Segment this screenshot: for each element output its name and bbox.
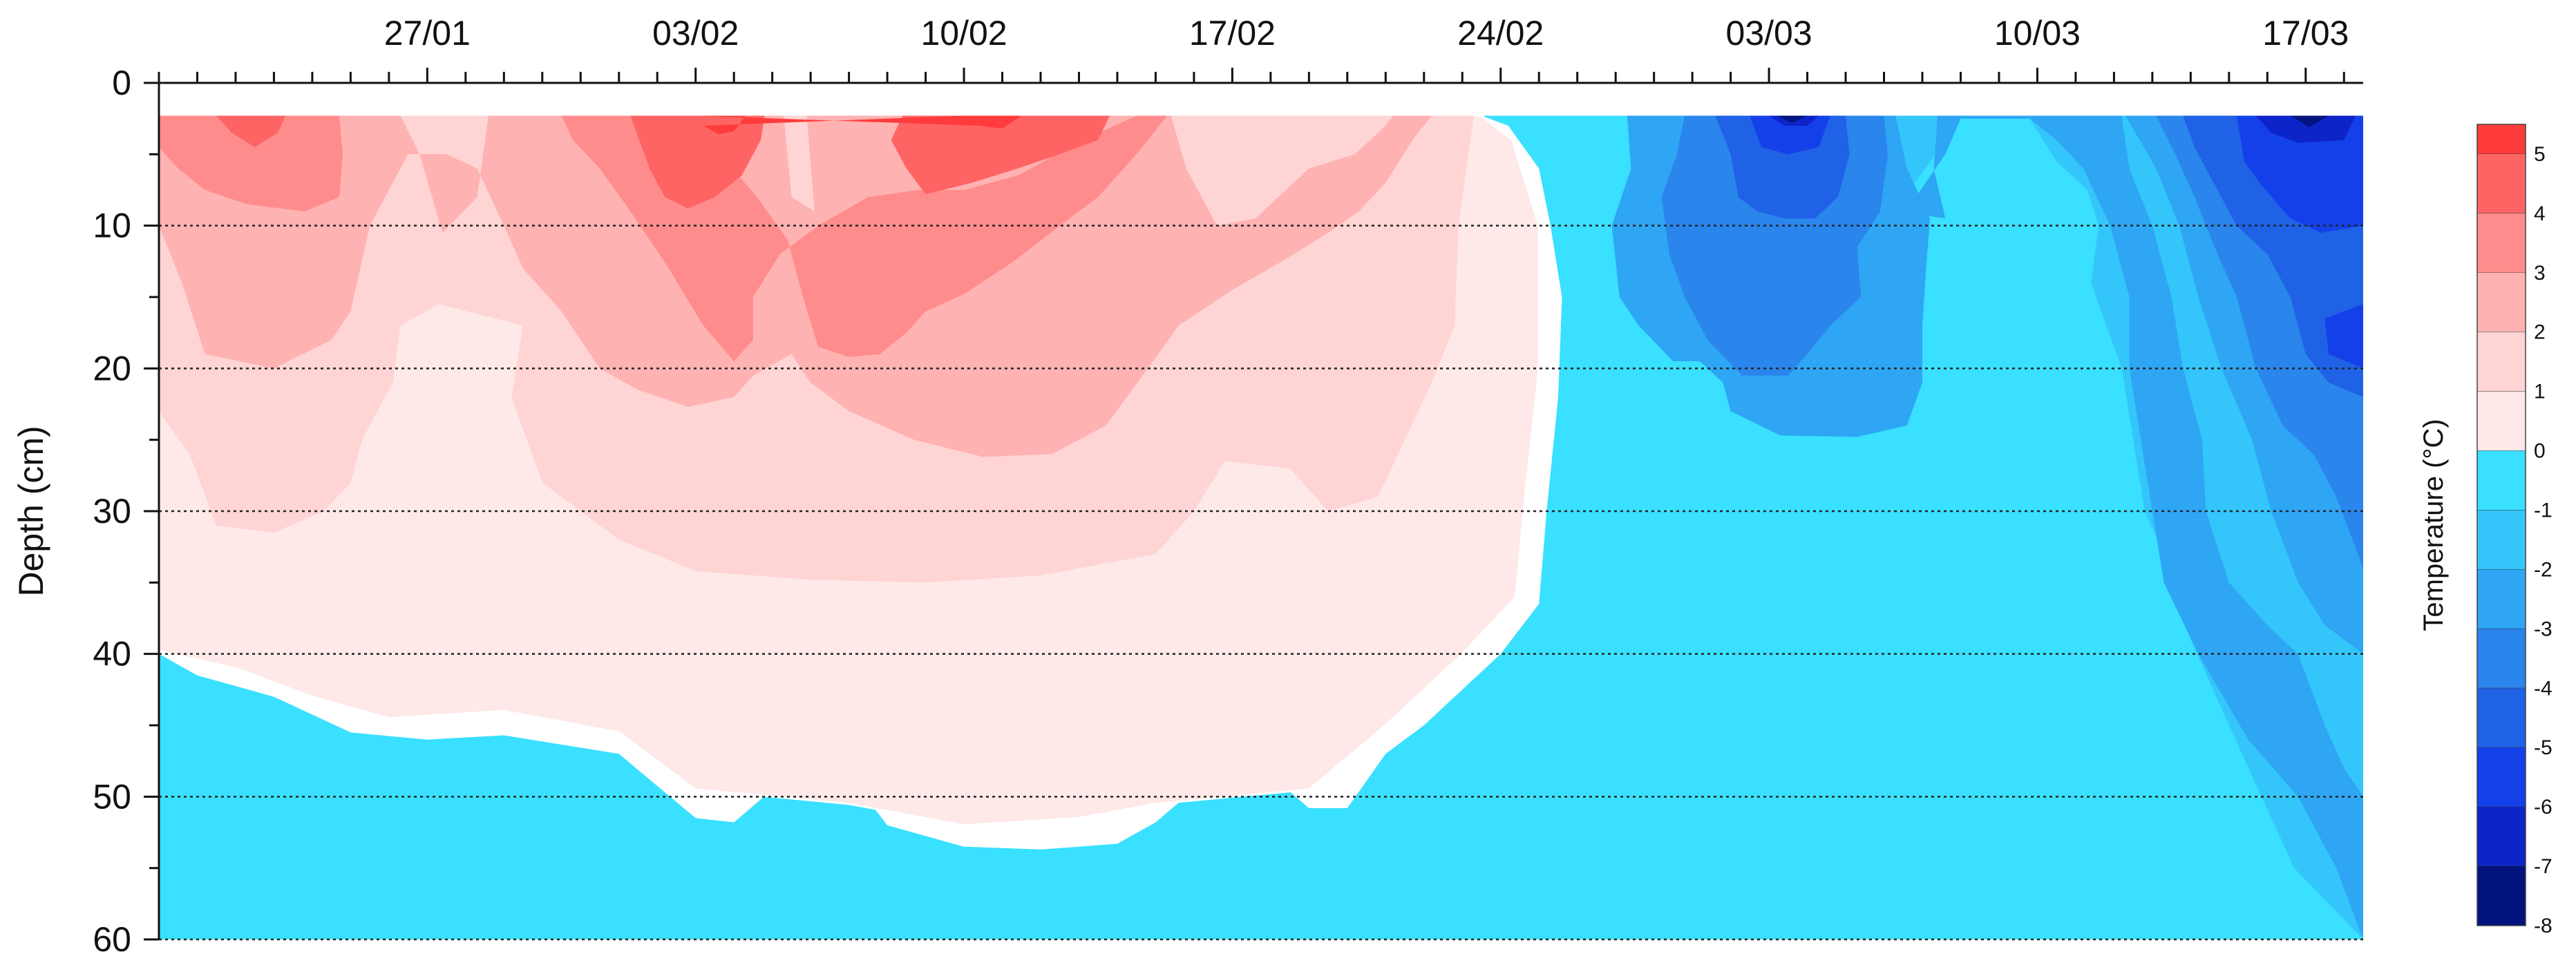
colorbar-swatch xyxy=(2477,510,2526,570)
contour-region-frozen--6-to--5-16 xyxy=(2236,115,2363,233)
x-tick-label: 10/03 xyxy=(1994,14,2081,52)
x-tick-label: 27/01 xyxy=(384,14,471,52)
colorbar-swatch xyxy=(2477,569,2526,629)
y-tick-label: 10 xyxy=(93,207,131,245)
colorbar-label: 2 xyxy=(2534,321,2546,344)
y-tick-label: 0 xyxy=(112,64,131,102)
y-tick-label: 40 xyxy=(93,635,131,673)
contour-region-thawed-4-to-5-5 xyxy=(216,115,1110,209)
colorbar-label: -4 xyxy=(2534,677,2553,700)
colorbar-title: Temperature (°C) xyxy=(2418,419,2449,631)
contour-region-frozen--8-to--7-21 xyxy=(2290,115,2329,128)
colorbar-swatch xyxy=(2477,688,2526,748)
colorbar-label: -2 xyxy=(2534,558,2553,581)
y-tick-label: 60 xyxy=(93,920,131,959)
colorbar-label: 1 xyxy=(2534,381,2546,403)
colorbar-label: -5 xyxy=(2534,736,2553,759)
colorbar-label: 5 xyxy=(2534,143,2546,166)
colorbar-swatch xyxy=(2477,807,2526,867)
grid-lines xyxy=(159,224,2363,941)
contour-region-thawed-3-to-4-4 xyxy=(159,115,1168,361)
colorbar-swatch xyxy=(2477,747,2526,808)
colorbar-swatch xyxy=(2477,391,2526,451)
contour-region-thawed-2-to-3-3 xyxy=(159,115,1432,457)
x-tick-label: 03/03 xyxy=(1726,14,1812,52)
colorbar-swatch xyxy=(2477,332,2526,392)
contour-region-frozen--6-to--5-17 xyxy=(2324,304,2363,369)
colorbar-label: -8 xyxy=(2534,915,2553,937)
x-tick-label: 17/02 xyxy=(1189,14,1276,52)
colorbar-swatch xyxy=(2477,213,2526,273)
colorbar-label: 0 xyxy=(2534,440,2546,463)
colorbar-label: -7 xyxy=(2534,855,2553,878)
colorbar-label: -1 xyxy=(2534,499,2553,522)
contour-region-thawed-5-to-5.5-6 xyxy=(696,115,1022,135)
contour-region-frozen--6-to--5-15 xyxy=(1750,115,1830,155)
x-tick-label: 03/02 xyxy=(652,14,739,52)
contour-region-frozen--7-to--6-19 xyxy=(2255,115,2356,143)
x-tick-label: 10/02 xyxy=(920,14,1007,52)
y-axis-title: Depth (cm) xyxy=(12,426,50,596)
plot-area xyxy=(159,115,2363,939)
colorbar-label: -3 xyxy=(2534,618,2553,640)
colorbar-swatch xyxy=(2477,866,2526,926)
colorbar-swatch xyxy=(2477,450,2526,510)
contour-region-frozen--2-to--1-7 xyxy=(1661,115,2363,939)
colorbar-swatch xyxy=(2477,629,2526,689)
colorbar-label: 3 xyxy=(2534,262,2546,285)
x-tick-label: 17/03 xyxy=(2262,14,2349,52)
colorbar-swatch xyxy=(2477,124,2526,154)
axes: 27/01 03/02 10/02 17/02 24/02 03/03 10/03 17/03… xyxy=(93,14,2363,959)
y-tick-label: 20 xyxy=(93,349,131,388)
colorbar-frame xyxy=(2476,124,2526,926)
colorbar-label: 4 xyxy=(2534,202,2546,225)
x-tick-label: 24/02 xyxy=(1457,14,1544,52)
y-tick-label: 30 xyxy=(93,492,131,531)
contour-region-frozen--8-to--7-20 xyxy=(1777,115,1808,123)
colorbar: 5 4 3 2 1 0 -1 -2 -3 -4 -5 -6 -7 -8 xyxy=(2476,124,2553,937)
colorbar-label: -6 xyxy=(2534,796,2553,819)
y-tick-label: 50 xyxy=(93,777,131,816)
colorbar-swatch xyxy=(2477,153,2526,213)
colorbar-swatch xyxy=(2477,272,2526,332)
